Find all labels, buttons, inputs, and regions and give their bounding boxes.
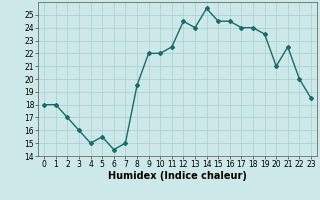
X-axis label: Humidex (Indice chaleur): Humidex (Indice chaleur) — [108, 171, 247, 181]
